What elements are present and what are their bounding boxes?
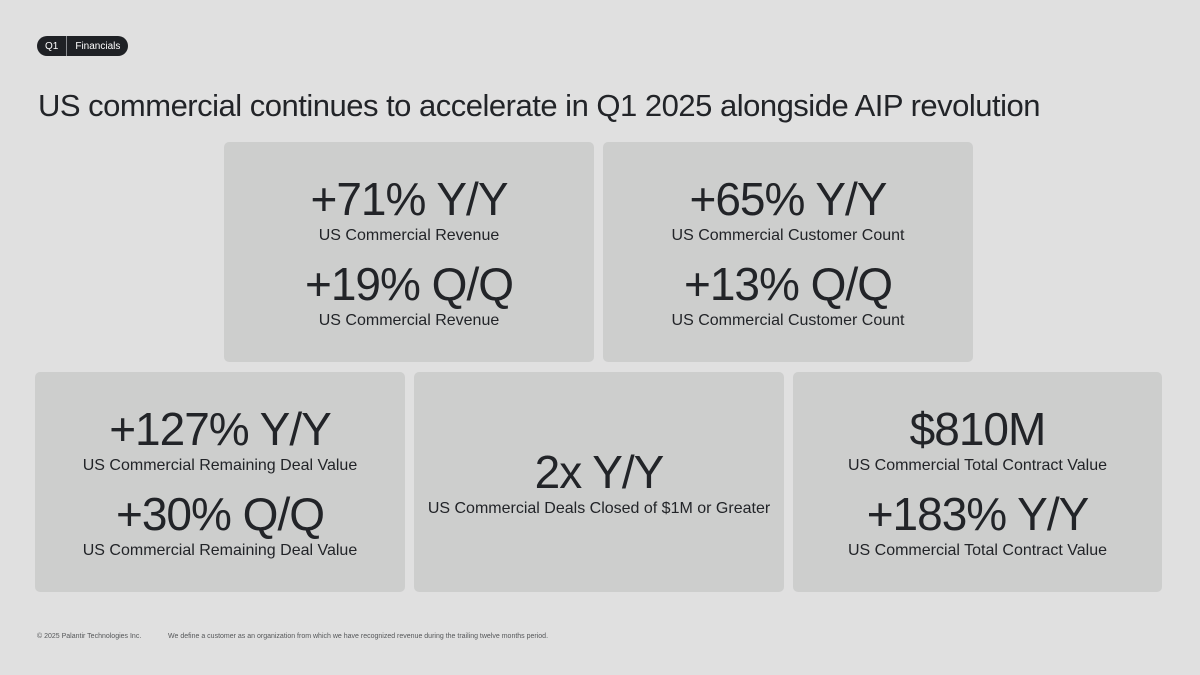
customer-count-yy-label: US Commercial Customer Count [671, 227, 905, 244]
tcv-total-stat: $810M US Commercial Total Contract Value [848, 403, 1107, 476]
large-deals-value: 2x Y/Y [534, 445, 665, 498]
total-contract-value-card: $810M US Commercial Total Contract Value… [793, 372, 1162, 592]
remaining-deal-value-card: +127% Y/Y US Commercial Remaining Deal V… [35, 372, 405, 592]
tcv-total-value: $810M [909, 403, 1047, 455]
section-tag-quarter: Q1 [45, 40, 59, 52]
revenue-yy-stat: +71% Y/Y US Commercial Revenue [310, 173, 508, 246]
revenue-yy-label: US Commercial Revenue [318, 227, 500, 244]
footer-copyright: © 2025 Palantir Technologies Inc. [37, 633, 142, 640]
customer-count-qq-label: US Commercial Customer Count [671, 312, 905, 329]
tcv-yy-label: US Commercial Total Contract Value [847, 542, 1108, 559]
large-deals-label: US Commercial Deals Closed of $1M or Gre… [427, 499, 771, 517]
rdv-yy-label: US Commercial Remaining Deal Value [82, 457, 358, 474]
revenue-card: +71% Y/Y US Commercial Revenue +19% Q/Q … [224, 142, 594, 362]
section-tag: Q1 Financials [37, 36, 129, 56]
section-tag-label: Financials [75, 40, 121, 52]
footer-note: We define a customer as an organization … [168, 633, 549, 640]
rdv-yy-stat: +127% Y/Y US Commercial Remaining Deal V… [83, 403, 357, 476]
page-title: US commercial continues to accelerate in… [38, 88, 1041, 123]
customer-count-yy-stat: +65% Y/Y US Commercial Customer Count [672, 173, 905, 246]
revenue-qq-value: +19% Q/Q [304, 258, 514, 310]
section-tag-divider [66, 36, 68, 56]
large-deals-card: 2x Y/Y US Commercial Deals Closed of $1M… [414, 372, 784, 592]
rdv-qq-value: +30% Q/Q [115, 488, 325, 540]
revenue-qq-stat: +19% Q/Q US Commercial Revenue [304, 258, 514, 331]
rdv-qq-label: US Commercial Remaining Deal Value [82, 542, 358, 559]
tcv-yy-value: +183% Y/Y [866, 488, 1090, 540]
customer-count-yy-value: +65% Y/Y [689, 173, 887, 225]
revenue-yy-value: +71% Y/Y [310, 173, 508, 225]
revenue-qq-label: US Commercial Revenue [318, 312, 500, 329]
tcv-yy-stat: +183% Y/Y US Commercial Total Contract V… [848, 488, 1107, 561]
rdv-qq-stat: +30% Q/Q US Commercial Remaining Deal Va… [83, 488, 357, 561]
rdv-yy-value: +127% Y/Y [109, 403, 332, 455]
customer-count-qq-value: +13% Q/Q [683, 258, 893, 310]
tcv-total-label: US Commercial Total Contract Value [847, 457, 1108, 474]
customer-count-card: +65% Y/Y US Commercial Customer Count +1… [603, 142, 973, 362]
large-deals-stat: 2x Y/Y US Commercial Deals Closed of $1M… [428, 446, 770, 519]
customer-count-qq-stat: +13% Q/Q US Commercial Customer Count [672, 258, 905, 331]
